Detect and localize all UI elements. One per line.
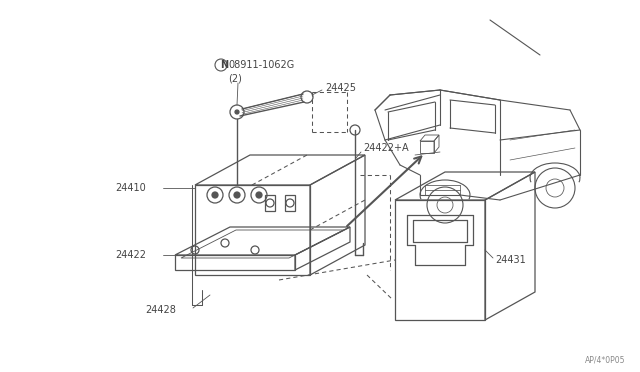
Circle shape [235,110,239,114]
Text: (2): (2) [228,73,242,83]
Circle shape [256,192,262,198]
Bar [265,195,275,211]
Text: 24428: 24428 [145,305,176,315]
Text: 24425: 24425 [325,83,356,93]
Text: 24410: 24410 [115,183,146,193]
Circle shape [212,192,218,198]
Text: 08911-1062G: 08911-1062G [228,60,294,70]
Text: 24431: 24431 [495,255,525,265]
Text: AP/4*0P05: AP/4*0P05 [584,356,625,365]
Text: 24422: 24422 [115,250,146,260]
Text: N: N [220,60,228,70]
Bar [285,195,295,211]
Circle shape [234,192,240,198]
Text: 24422+A: 24422+A [363,143,408,153]
